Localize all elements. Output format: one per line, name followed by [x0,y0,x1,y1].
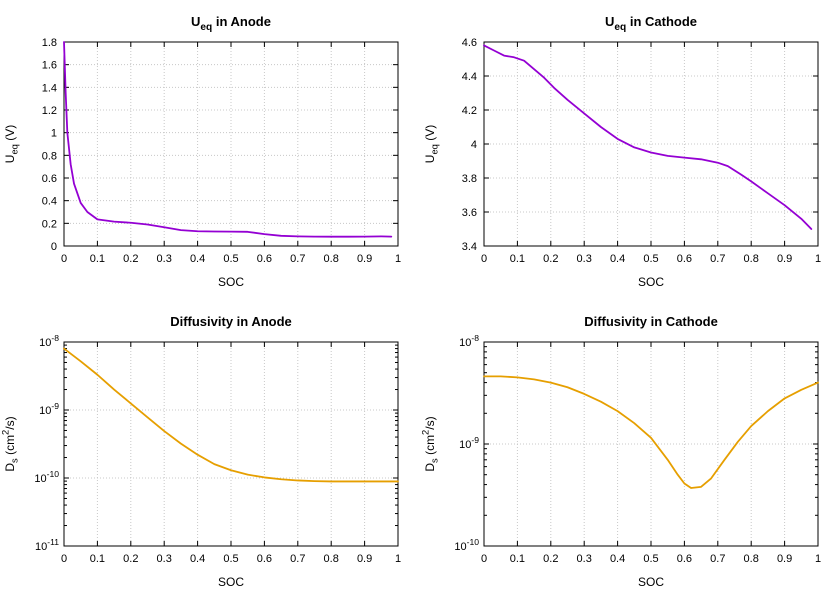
x-tick-label: 1 [815,553,821,565]
x-tick-label: 0.3 [577,253,592,265]
chart-title: Diffusivity in Cathode [584,314,718,329]
y-tick-label: 3.4 [462,241,477,253]
x-axis-label: SOC [638,275,664,289]
x-tick-label: 0.9 [357,253,372,265]
diffusivity-anode-plot: 0 0.1 0.2 0.3 0.4 0.5 0.6 0.7 0.8 0.9 1 10-11 10-10 1… [1,314,401,589]
x-tick-label: 1 [815,253,821,265]
x-tick-label: 0.9 [777,553,792,565]
x-tick-label: 0.8 [324,553,339,565]
y-tick-label: 1.4 [42,82,57,94]
x-tick-label: 0.6 [677,253,692,265]
y-tick-label: 10-10 [454,537,479,553]
x-axis-label: SOC [218,275,244,289]
x-tick-label: 0 [61,253,67,265]
y-axis-label: Ueq (V) [3,125,20,163]
y-axis-label: Ds (cm2/s) [421,416,440,471]
x-tick-label: 0.6 [677,553,692,565]
data-line-diff-anode [63,347,399,483]
data-line-ueq-cathode [483,44,813,230]
y-tick-label: 10-9 [39,401,59,417]
y-tick-label: 10-8 [39,333,59,349]
x-tick-label: 0.3 [157,253,172,265]
y-tick-label: 0.4 [42,196,57,208]
x-tick-label: 0.7 [710,253,725,265]
y-tick-label: 4.6 [462,37,477,49]
y-axis-label: Ds (cm2/s) [1,416,20,471]
chart-ueq-cathode: 0 0.1 0.2 0.3 0.4 0.5 0.6 0.7 0.8 0.9 1 3.4 3.6 3.8 4 4… [420,0,840,300]
x-tick-label: 0.2 [543,553,558,565]
chart-ueq-anode: 0 0.1 0.2 0.3 0.4 0.5 0.6 0.7 0.8 0.9 1 0 0.2 0.4 0.6 0… [0,0,420,300]
y-tick-label: 4.2 [462,105,477,117]
y-tick-label: 10-10 [34,469,59,485]
y-tick-label: 10-8 [459,333,479,349]
x-tick-label: 0.6 [257,253,272,265]
x-tick-label: 0.2 [543,253,558,265]
x-tick-label: 0.8 [324,253,339,265]
x-tick-label: 0.9 [777,253,792,265]
x-tick-label: 0.1 [510,253,525,265]
y-axis-label: Ueq (V) [423,125,440,163]
y-tick-label: 10-9 [459,435,479,451]
chart-title: Ueq in Cathode [605,14,697,33]
y-tick-label: 0 [51,241,57,253]
x-tick-label: 1 [395,553,401,565]
diffusivity-cathode-plot: 0 0.1 0.2 0.3 0.4 0.5 0.6 0.7 0.8 0.9 1 10-10 10-9 10… [421,314,821,589]
y-tick-label: 1 [51,128,57,140]
y-tick-label: 1.2 [42,105,57,117]
plot-border [483,41,819,247]
x-axis-label: SOC [218,575,244,589]
x-tick-label: 0.5 [643,553,658,565]
x-tick-label: 0.4 [190,253,205,265]
x-tick-label: 0.1 [510,553,525,565]
chart-title: Diffusivity in Anode [170,314,292,329]
data-line-diff-cathode [483,375,819,489]
y-tick-label: 0.8 [42,150,57,162]
x-tick-label: 0 [481,553,487,565]
x-tick-label: 0.3 [157,553,172,565]
y-tick-label: 3.6 [462,207,477,219]
x-tick-label: 0.5 [223,253,238,265]
y-tick-label: 0.2 [42,218,57,230]
x-tick-label: 0.8 [744,553,759,565]
x-tick-label: 1 [395,253,401,265]
y-tick-label: 3.8 [462,173,477,185]
x-tick-label: 0.4 [610,553,625,565]
x-tick-label: 0.7 [710,553,725,565]
y-tick-label: 4.4 [462,71,477,83]
x-tick-label: 0 [61,553,67,565]
x-tick-label: 0.1 [90,553,105,565]
chart-diffusivity-cathode: 0 0.1 0.2 0.3 0.4 0.5 0.6 0.7 0.8 0.9 1 10-10 10-9 10… [420,300,840,600]
x-tick-label: 0.1 [90,253,105,265]
x-tick-label: 0.7 [290,553,305,565]
x-tick-label: 0.2 [123,253,138,265]
y-tick-label: 10-11 [35,537,59,553]
x-tick-label: 0.5 [643,253,658,265]
x-tick-label: 0.8 [744,253,759,265]
plot-border [63,41,399,247]
chart-diffusivity-anode: 0 0.1 0.2 0.3 0.4 0.5 0.6 0.7 0.8 0.9 1 10-11 10-10 1… [0,300,420,600]
y-tick-label: 1.8 [42,37,57,49]
x-tick-label: 0.6 [257,553,272,565]
y-tick-label: 1.6 [42,60,57,72]
y-tick-label: 0.6 [42,173,57,185]
x-tick-label: 0.5 [223,553,238,565]
x-tick-label: 0.4 [610,253,625,265]
x-axis-label: SOC [638,575,664,589]
ueq-anode-plot: 0 0.1 0.2 0.3 0.4 0.5 0.6 0.7 0.8 0.9 1 0 0.2 0.4 0.6 0… [3,14,401,289]
y-tick-label: 4 [471,139,477,151]
x-tick-label: 0.3 [577,553,592,565]
data-line-ueq-anode [63,41,393,238]
chart-title: Ueq in Anode [191,14,271,33]
ueq-cathode-plot: 0 0.1 0.2 0.3 0.4 0.5 0.6 0.7 0.8 0.9 1 3.4 3.6 3.8 4 4… [423,14,821,289]
plot-border [63,341,399,547]
x-tick-label: 0.4 [190,553,205,565]
x-tick-label: 0 [481,253,487,265]
x-tick-label: 0.9 [357,553,372,565]
x-tick-label: 0.2 [123,553,138,565]
x-tick-label: 0.7 [290,253,305,265]
plot-border [483,341,819,547]
